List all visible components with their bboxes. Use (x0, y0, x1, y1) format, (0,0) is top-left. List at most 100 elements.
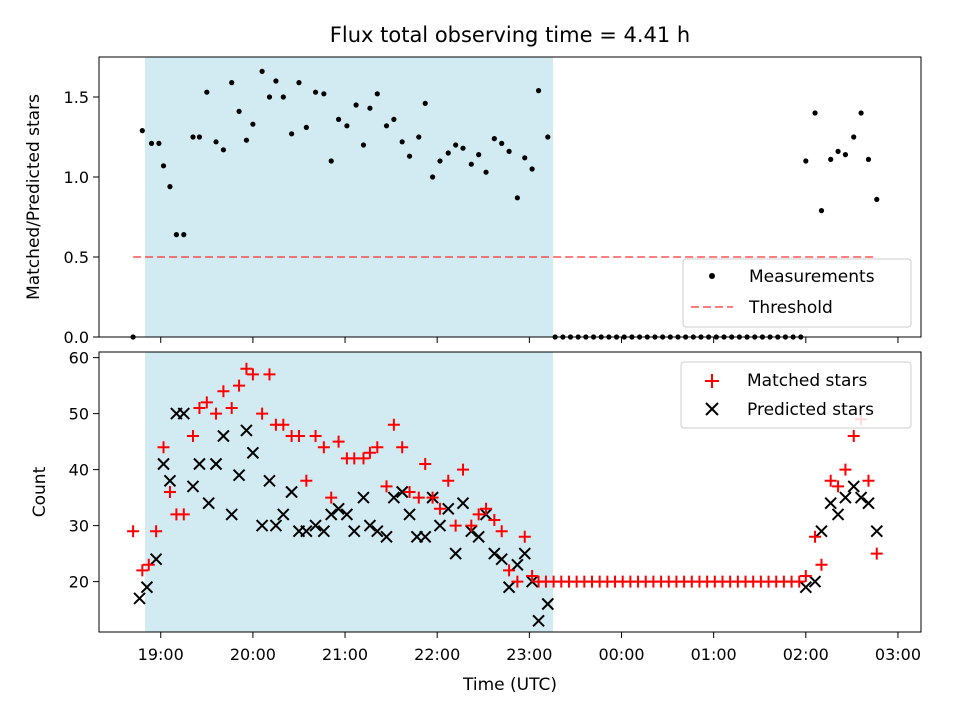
predicted-star-point (488, 547, 501, 560)
predicted-star-point (317, 524, 331, 538)
predicted-star-point (149, 552, 163, 566)
measurement-point (383, 123, 390, 129)
bottom-y-tick-label: 40 (69, 461, 89, 480)
matched-star-point (200, 396, 213, 409)
measurement-point (529, 166, 535, 172)
matched-star-point (824, 474, 837, 487)
predicted-star-point (217, 429, 230, 443)
matched-star-point (371, 441, 384, 454)
predicted-star-point (532, 614, 545, 628)
matched-star-point (518, 530, 531, 543)
measurement-point (367, 105, 373, 111)
matched-star-point (177, 508, 190, 521)
bottom-x-tick-label: 19:00 (138, 645, 184, 664)
predicted-star-point (300, 524, 313, 538)
measurement-point (374, 91, 380, 97)
matched-star-point (325, 491, 338, 504)
measurement-point (173, 232, 180, 238)
measurement-point (422, 100, 428, 106)
measurement-point (506, 148, 512, 154)
predicted-star-point (449, 547, 462, 560)
matched-star-point (263, 368, 276, 381)
bottom-x-tick-label: 22:00 (414, 645, 460, 664)
measurement-point (280, 94, 286, 100)
matched-star-point (442, 474, 455, 487)
predicted-star-point (285, 485, 298, 499)
measurement-point (483, 169, 489, 175)
matched-star-point (309, 430, 322, 442)
matched-star-point (799, 570, 812, 582)
predicted-star-point (518, 547, 531, 560)
matched-star-point (488, 514, 501, 526)
predicted-star-point (541, 597, 554, 611)
predicted-star-point (824, 496, 837, 510)
predicted-star-point (133, 592, 146, 605)
measurement-point (335, 116, 342, 122)
top-panel: 0.0 0.5 1.0 1.5 Matched/Predicted stars Mea… (24, 56, 922, 347)
top-plot-frame (98, 56, 922, 338)
measurement-point (148, 140, 155, 146)
predicted-star-point (363, 519, 377, 532)
measurement-point (220, 147, 227, 153)
measurement-point (499, 140, 505, 146)
measurement-point (321, 91, 327, 97)
measurement-point (259, 68, 265, 74)
matched-star-point (449, 519, 462, 532)
predicted-star-point (269, 519, 283, 532)
matched-star-point (217, 385, 230, 398)
legend-predicted-marker (705, 402, 719, 416)
measurement-point (429, 174, 436, 180)
matched-star-point (809, 530, 822, 543)
matched-star-point (186, 430, 199, 442)
top-legend-box (682, 258, 912, 328)
predicted-star-point (371, 524, 384, 538)
bottom-plot-frame (98, 351, 922, 633)
matched-star-point (426, 491, 439, 504)
measurement-point (344, 123, 350, 129)
predicted-star-point (225, 508, 238, 521)
legend-predicted-label: Predicted stars (747, 400, 874, 420)
matched-star-point (832, 480, 845, 493)
matched-star-point (412, 491, 425, 504)
measurement-point (437, 158, 443, 164)
measurement-point (328, 158, 334, 164)
matched-star-point (136, 564, 149, 577)
predicted-star-point (157, 457, 170, 471)
predicted-star-point (380, 530, 393, 544)
legend-measurements-label: Measurements (749, 267, 875, 287)
matched-star-point (163, 486, 176, 498)
matched-star-point (127, 525, 140, 538)
predicted-star-point (831, 508, 845, 521)
top-shaded-region (145, 57, 553, 337)
measurement-point (445, 150, 451, 156)
matched-star-point (403, 486, 416, 498)
matched-star-point (870, 547, 883, 560)
matched-star-point (465, 519, 478, 532)
matched-star-point (847, 430, 860, 442)
figure-title: Flux total observing time = 4.41 h (330, 23, 690, 47)
measurement-point (303, 124, 309, 130)
matched-star-point (150, 525, 163, 538)
measurement-point (204, 89, 210, 95)
matched-star-point (793, 575, 806, 588)
legend-matched-marker (705, 374, 719, 388)
predicted-star-point (511, 558, 524, 572)
predicted-star-point (340, 508, 354, 521)
legend-threshold-label: Threshold (748, 298, 833, 318)
measurement-point (453, 142, 459, 148)
measurement-point (273, 78, 279, 84)
legend-matched-label: Matched stars (747, 371, 867, 391)
matched-star-point (142, 558, 155, 571)
matched-star-point (503, 564, 516, 577)
measurement-point (243, 137, 250, 143)
measurement-point (835, 148, 841, 154)
matched-star-point (526, 570, 539, 582)
legend-measurements-marker (709, 273, 715, 279)
predicted-star-point (870, 524, 883, 538)
predicted-star-point (332, 502, 345, 516)
measurement-point (236, 108, 242, 114)
measurement-point (851, 134, 857, 140)
top-legend: Measurements Threshold (682, 258, 912, 328)
predicted-star-point (246, 446, 260, 460)
